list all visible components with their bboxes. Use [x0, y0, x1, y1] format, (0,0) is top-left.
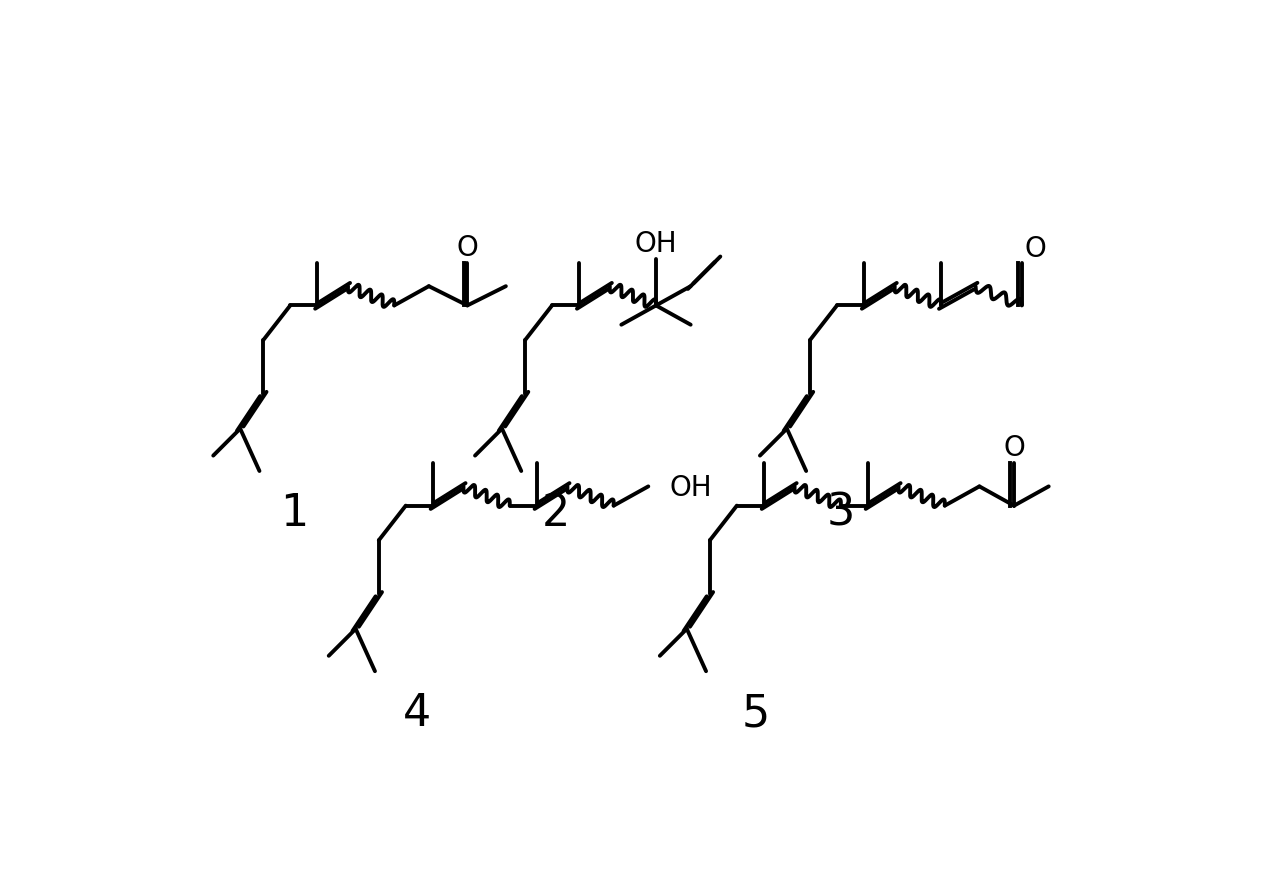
Text: 4: 4	[403, 692, 431, 735]
Text: OH: OH	[635, 230, 677, 258]
Text: 1: 1	[280, 492, 308, 535]
Text: 2: 2	[541, 492, 570, 535]
Text: OH: OH	[669, 474, 713, 502]
Text: 5: 5	[742, 692, 771, 735]
Text: O: O	[457, 233, 479, 261]
Text: 3: 3	[827, 492, 855, 535]
Text: O: O	[1025, 235, 1047, 263]
Text: O: O	[1004, 434, 1025, 462]
